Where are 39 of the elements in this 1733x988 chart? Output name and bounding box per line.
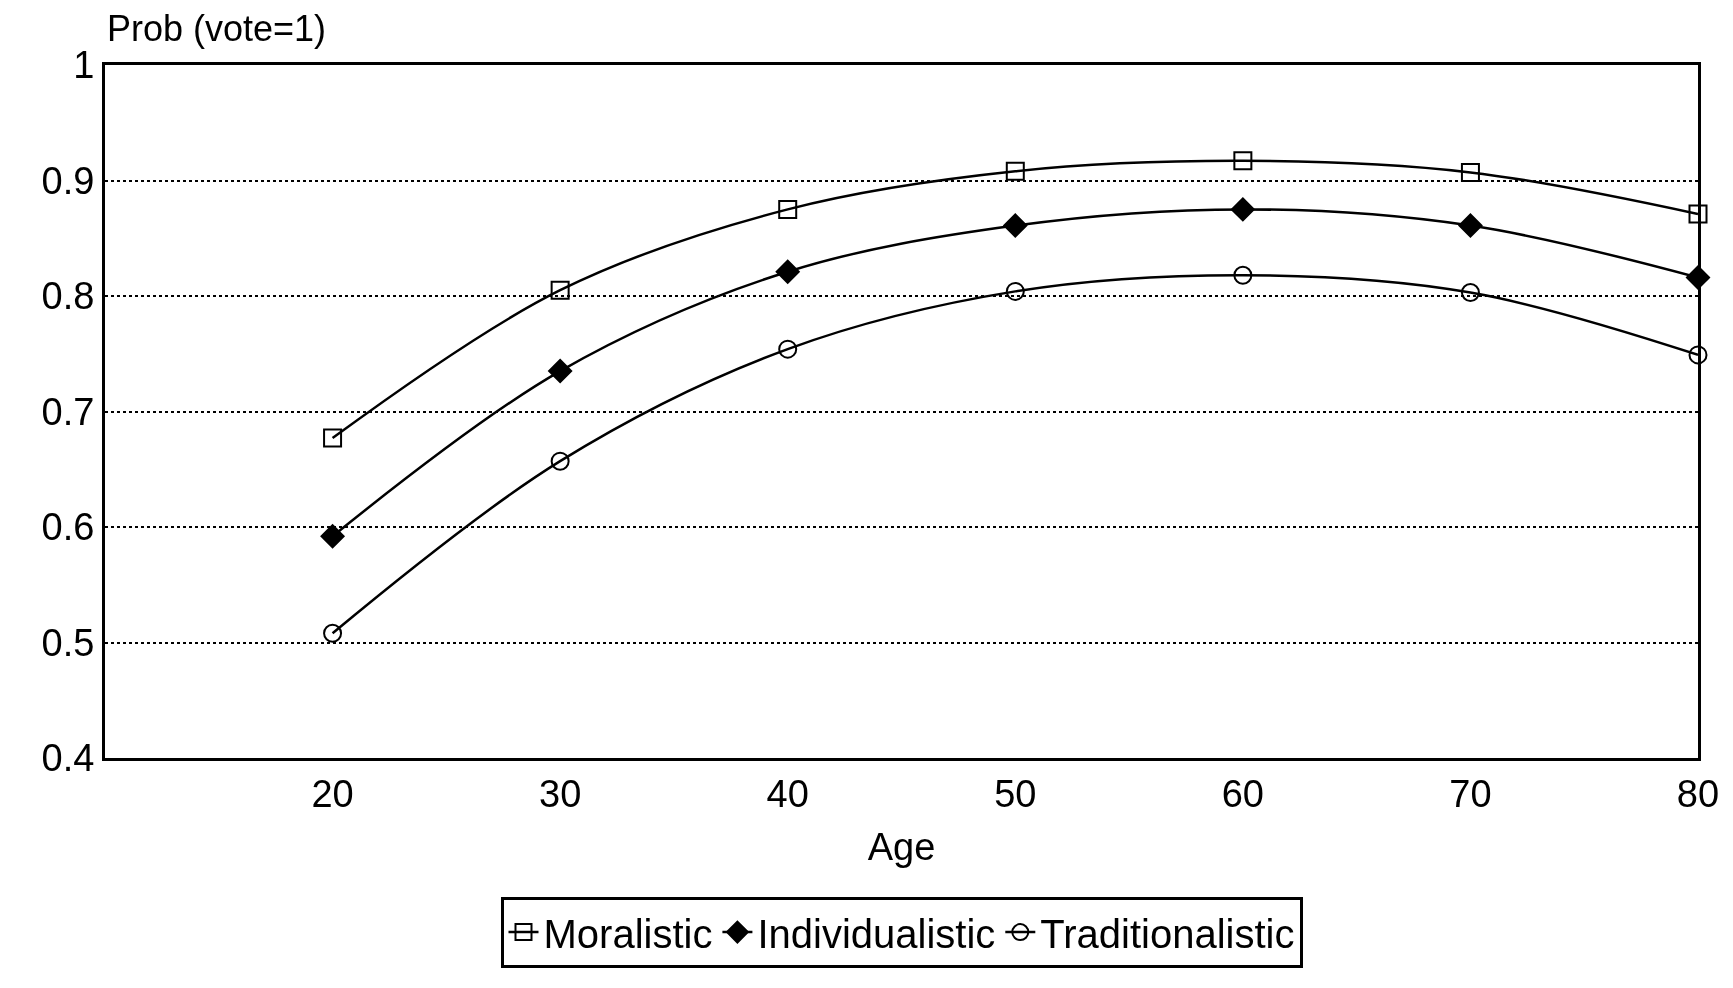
point — [1460, 283, 1480, 303]
x-tick-label: 80 — [1676, 772, 1720, 815]
y-axis-title: Prob (vote=1) — [107, 8, 327, 49]
y-tick-label: 0.8 — [41, 275, 95, 318]
legend-label: Individualistic — [757, 911, 996, 956]
x-tick-label: 70 — [1449, 772, 1492, 815]
point — [1233, 265, 1253, 285]
point — [1230, 197, 1255, 222]
point — [548, 359, 573, 384]
point — [1458, 213, 1483, 238]
point — [1005, 161, 1025, 181]
y-tick-label: 0.9 — [41, 159, 95, 202]
legend-label: Moralistic — [543, 911, 713, 956]
x-tick-label: 30 — [539, 772, 582, 815]
point — [323, 623, 343, 643]
y-tick-label: 0.6 — [41, 506, 95, 549]
x-tick-label: 50 — [994, 772, 1037, 815]
point — [550, 280, 570, 300]
x-tick-label: 20 — [311, 772, 354, 815]
point — [1005, 281, 1025, 301]
point — [778, 339, 798, 359]
x-tick-label: 60 — [1221, 772, 1264, 815]
point — [1460, 162, 1480, 182]
x-tick-label: 40 — [766, 772, 809, 815]
point — [1688, 345, 1708, 365]
y-tick-label: 0.4 — [41, 737, 95, 780]
point — [775, 259, 800, 284]
point — [1003, 213, 1028, 238]
point — [778, 199, 798, 219]
point — [550, 451, 570, 471]
y-tick-label: 1 — [73, 44, 95, 87]
point — [323, 428, 343, 448]
point — [1688, 204, 1708, 224]
point — [320, 524, 345, 549]
point — [1233, 151, 1253, 171]
y-tick-label: 0.5 — [41, 621, 95, 664]
legend-label: Traditionalistic — [1040, 911, 1295, 956]
x-axis-title: Age — [867, 825, 936, 868]
y-tick-label: 0.7 — [41, 390, 95, 433]
